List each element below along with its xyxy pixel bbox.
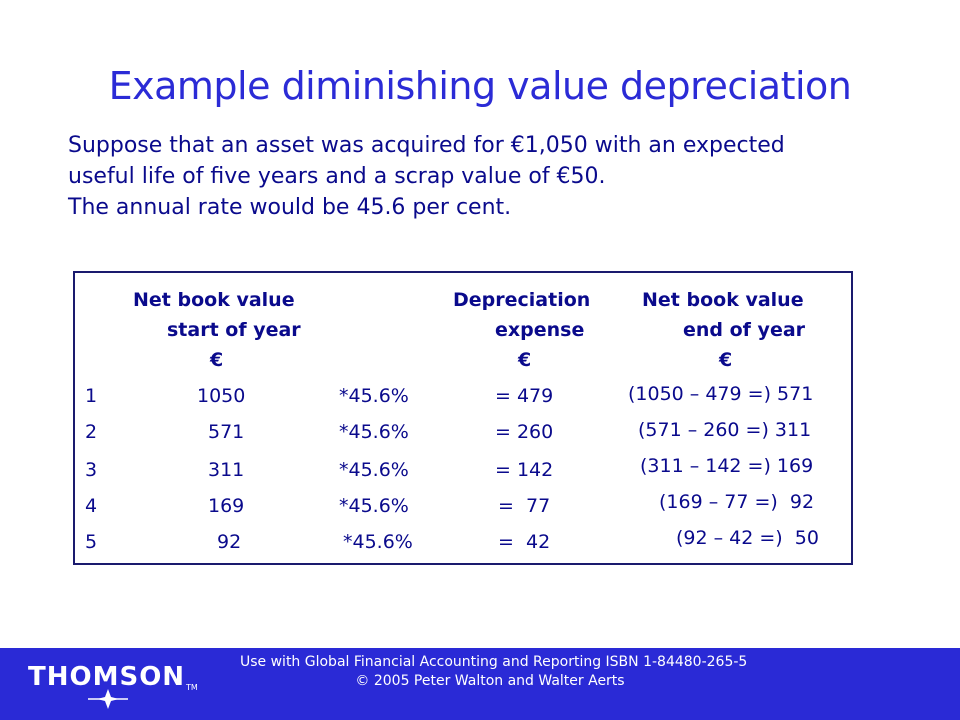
row-start-value: 311 — [208, 459, 245, 481]
depreciation-table: Net book value start of year € Depreciat… — [73, 271, 853, 565]
col3-header-line1: Net book value — [642, 289, 804, 311]
row-rate: *45.6% — [339, 385, 409, 407]
row-rate: *45.6% — [339, 459, 409, 481]
thomson-logo: THOMSON — [28, 662, 186, 692]
col3-header-unit: € — [719, 349, 733, 371]
row-expense: = 142 — [495, 459, 554, 481]
row-end-value: (1050 – 479 =) 571 — [628, 383, 814, 405]
row-end-value: (311 – 142 =) 169 — [640, 455, 814, 477]
star-icon — [88, 689, 128, 709]
row-rate: *45.6% — [339, 495, 409, 517]
footer-bar: THOMSON TM Use with Global Financial Acc… — [0, 648, 960, 720]
row-start-value: 571 — [208, 421, 245, 443]
col3-header-line2: end of year — [683, 319, 806, 341]
row-expense: = 479 — [495, 385, 554, 407]
row-year: 4 — [85, 495, 98, 517]
row-start-value: 1050 — [197, 385, 246, 407]
footer-line-1: Use with Global Financial Accounting and… — [240, 654, 748, 670]
row-expense: = 42 — [498, 531, 551, 553]
row-rate: *45.6% — [339, 421, 409, 443]
col1-header-line1: Net book value — [133, 289, 295, 311]
row-rate: *45.6% — [343, 531, 413, 553]
row-start-value: 169 — [208, 495, 245, 517]
row-year: 5 — [85, 531, 98, 553]
row-year: 2 — [85, 421, 98, 443]
col2-header-line1: Depreciation — [453, 289, 591, 311]
row-start-value: 92 — [217, 531, 242, 553]
row-expense: = 77 — [498, 495, 551, 517]
intro-line-1: Suppose that an asset was acquired for €… — [68, 133, 785, 158]
row-end-value: (92 – 42 =) 50 — [676, 527, 819, 549]
row-year: 1 — [85, 385, 98, 407]
row-end-value: (571 – 260 =) 311 — [638, 419, 812, 441]
row-year: 3 — [85, 459, 98, 481]
col2-header-line2: expense — [495, 319, 585, 341]
col2-header-unit: € — [518, 349, 532, 371]
intro-line-3: The annual rate would be 45.6 per cent. — [68, 195, 512, 220]
intro-line-2: useful life of five years and a scrap va… — [68, 164, 606, 189]
col1-header-unit: € — [210, 349, 224, 371]
intro-text: Suppose that an asset was acquired for €… — [68, 130, 785, 223]
slide-title: Example diminishing value depreciation — [108, 64, 852, 108]
trademark-mark: TM — [186, 683, 198, 692]
row-end-value: (169 – 77 =) 92 — [659, 491, 815, 513]
row-expense: = 260 — [495, 421, 554, 443]
footer-line-2: © 2005 Peter Walton and Walter Aerts — [355, 673, 625, 689]
col1-header-line2: start of year — [167, 319, 301, 341]
